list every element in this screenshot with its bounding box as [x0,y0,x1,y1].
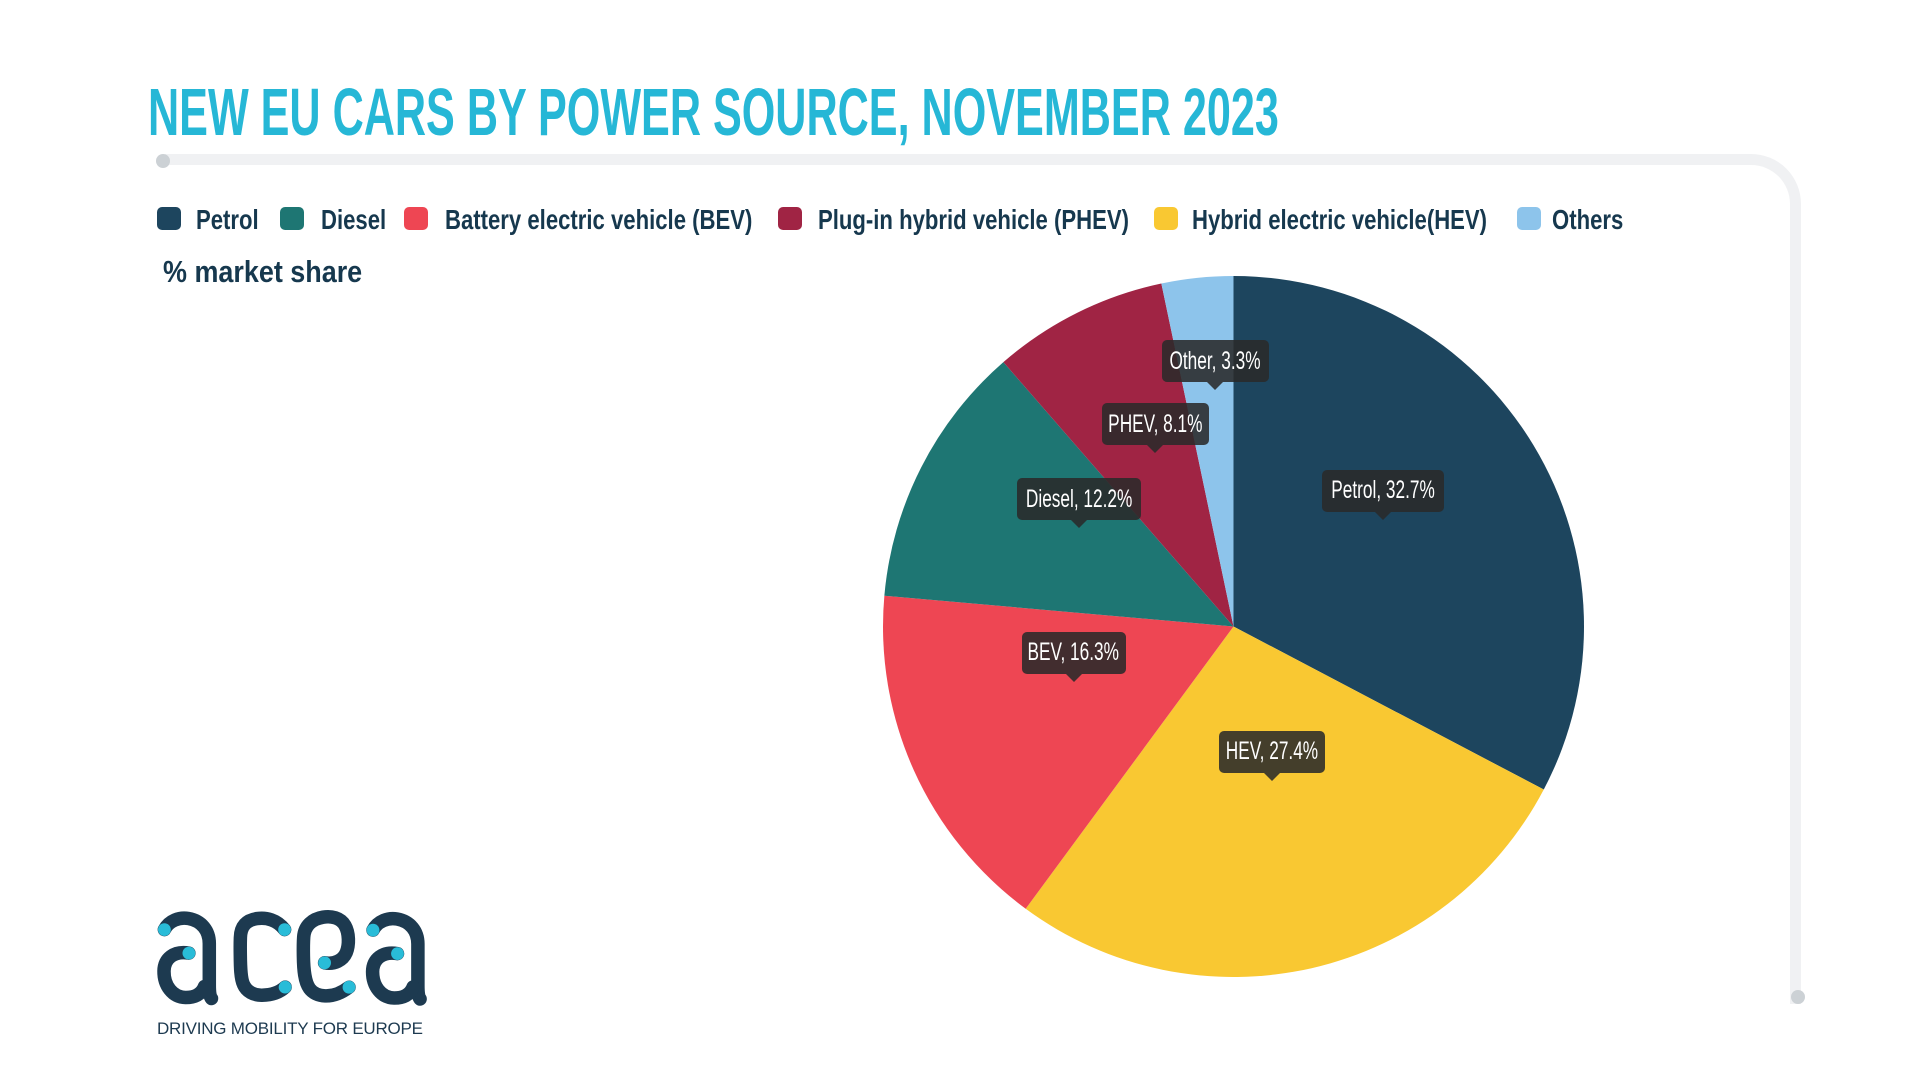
svg-text:DRIVING MOBILITY FOR EUROPE: DRIVING MOBILITY FOR EUROPE [157,1019,423,1038]
